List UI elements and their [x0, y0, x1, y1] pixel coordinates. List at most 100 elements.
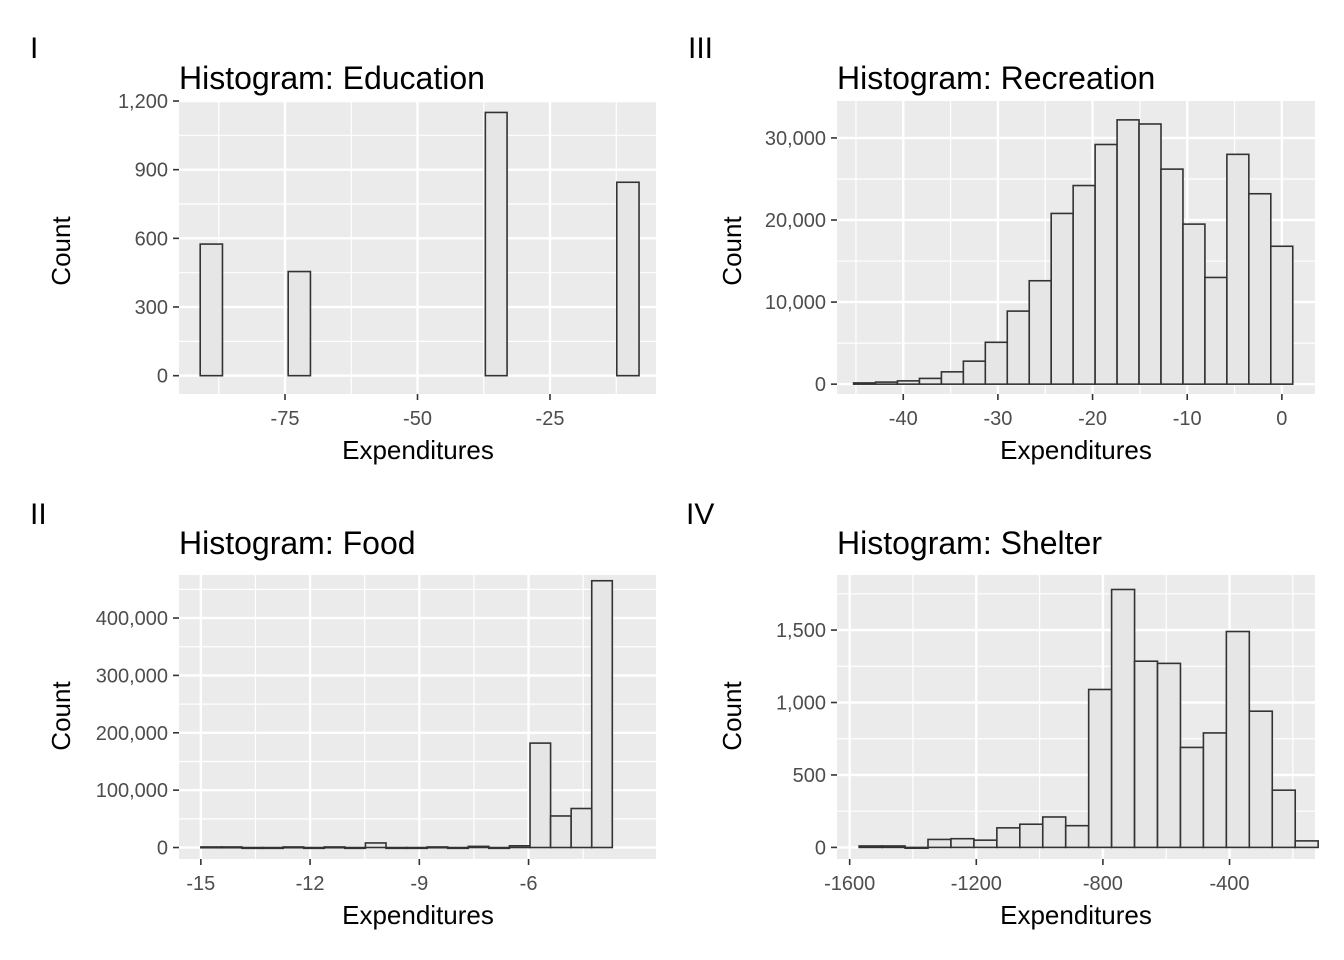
y-tick-label: 1,500	[776, 620, 826, 642]
histogram-bar	[962, 360, 987, 385]
chart-title: Histogram: Food	[179, 525, 416, 561]
histogram-bar	[1041, 816, 1067, 849]
y-tick-label: 600	[135, 228, 168, 250]
histogram-bar	[1179, 746, 1205, 849]
panel-tag: I	[30, 32, 38, 65]
x-tick-label: -10	[1173, 408, 1202, 430]
y-tick-label: 0	[815, 837, 826, 859]
histogram-bar	[1116, 119, 1140, 385]
y-tick-label: 0	[157, 838, 168, 860]
panel-education: I Histogram: Education -75 -50 -25 0 300 600 9…	[30, 32, 656, 465]
y-axis-label: Count	[46, 681, 76, 751]
y-tick-label: 1,000	[776, 693, 826, 715]
x-tick-label: -9	[410, 873, 428, 895]
histogram-bar	[1110, 588, 1136, 849]
histogram-bar	[282, 846, 305, 849]
histogram-bar	[385, 846, 408, 850]
histogram-bar	[1248, 710, 1274, 849]
histogram-bar	[918, 377, 943, 385]
histogram-bar	[927, 838, 952, 849]
y-tick-label: 300,000	[96, 665, 168, 687]
histogram-bar	[874, 381, 899, 385]
plot-area: -1600 -1200 -800 -400 0 500 1,000 1,500	[776, 575, 1319, 895]
x-axis-label: Expenditures	[1000, 900, 1152, 930]
panel-tag: II	[30, 498, 47, 531]
histogram-bar	[241, 846, 264, 850]
y-tick-label: 30,000	[765, 128, 826, 150]
histogram-bar	[1204, 276, 1228, 385]
histogram-bar	[973, 839, 998, 849]
histogram-bar	[590, 579, 614, 849]
histogram-bar	[852, 382, 877, 385]
histogram-bar	[1271, 789, 1297, 849]
histogram-bar	[488, 846, 511, 850]
histogram-bar	[1248, 192, 1272, 385]
histogram-bar	[1064, 824, 1090, 849]
histogram-bar	[1138, 123, 1162, 385]
histogram-bar	[1006, 310, 1031, 385]
chart-title: Histogram: Education	[179, 60, 485, 96]
histogram-bar	[426, 846, 449, 849]
histogram-bar	[881, 845, 906, 849]
x-tick-label: -12	[296, 873, 325, 895]
y-tick-label: 500	[793, 765, 826, 787]
histogram-bar	[896, 380, 921, 385]
x-tick-label: 0	[1276, 408, 1287, 430]
histogram-bar	[904, 846, 929, 850]
y-tick-label: 0	[815, 374, 826, 396]
y-tick-label: 1,200	[118, 91, 168, 113]
histogram-bar	[1087, 688, 1113, 849]
histogram-bar	[200, 846, 223, 849]
histogram-bar	[549, 815, 572, 849]
y-tick-label: 0	[157, 366, 168, 388]
histogram-bar	[1156, 662, 1182, 849]
histogram-bar	[1294, 840, 1319, 849]
histogram-bar	[615, 181, 640, 377]
histogram-bar	[1094, 143, 1118, 385]
histogram-bar	[261, 846, 284, 850]
histogram-bar	[302, 846, 326, 850]
x-axis-label: Expenditures	[1000, 435, 1152, 465]
y-tick-label: 100,000	[96, 780, 168, 802]
histogram-bar	[344, 846, 367, 850]
y-tick-label: 400,000	[96, 608, 168, 630]
x-axis-label: Expenditures	[342, 435, 494, 465]
chart-title: Histogram: Shelter	[837, 525, 1102, 561]
x-axis-label: Expenditures	[342, 900, 494, 930]
x-tick-label: -15	[186, 873, 215, 895]
x-tick-label: -75	[271, 408, 300, 430]
y-tick-label: 200,000	[96, 723, 168, 745]
x-tick-label: -800	[1083, 873, 1123, 895]
x-tick-label: -50	[403, 408, 432, 430]
histogram-bar	[323, 846, 346, 849]
panel-food: II Histogram: Food -15 -12 -9 -6 0 100,000 200…	[30, 498, 656, 930]
x-tick-label: -400	[1210, 873, 1250, 895]
histogram-bar	[950, 837, 975, 849]
histogram-bar	[529, 742, 552, 849]
histogram-bar	[1226, 153, 1250, 385]
panel-recreation: III Histogram: Recreation -40 -30 -20 -10 0 0…	[688, 32, 1315, 465]
histogram-bar	[1182, 223, 1206, 385]
histogram-bar	[508, 845, 531, 849]
y-tick-label: 10,000	[765, 292, 826, 314]
histogram-bar	[1133, 660, 1159, 849]
y-tick-label: 300	[135, 297, 168, 319]
y-axis-label: Count	[717, 216, 747, 286]
histogram-bar	[1050, 212, 1074, 385]
histogram-bar	[984, 341, 1009, 385]
x-tick-label: -40	[889, 408, 918, 430]
histogram-bar	[570, 807, 593, 849]
histogram-bar	[1072, 184, 1096, 385]
histogram-bar	[1269, 245, 1294, 385]
panel-tag: III	[688, 32, 713, 65]
chart-title: Histogram: Recreation	[837, 60, 1155, 96]
x-tick-label: -20	[1078, 408, 1107, 430]
histogram-bar	[1019, 823, 1044, 849]
histogram-bar	[287, 270, 312, 377]
histogram-bar	[996, 827, 1021, 849]
y-tick-label: 20,000	[765, 210, 826, 232]
panel-shelter: IV Histogram: Shelter -1600 -1200 -800 -400…	[686, 498, 1319, 930]
plot-area: -75 -50 -25 0 300 600 900 1,200	[118, 91, 656, 430]
x-tick-label: -25	[536, 408, 565, 430]
